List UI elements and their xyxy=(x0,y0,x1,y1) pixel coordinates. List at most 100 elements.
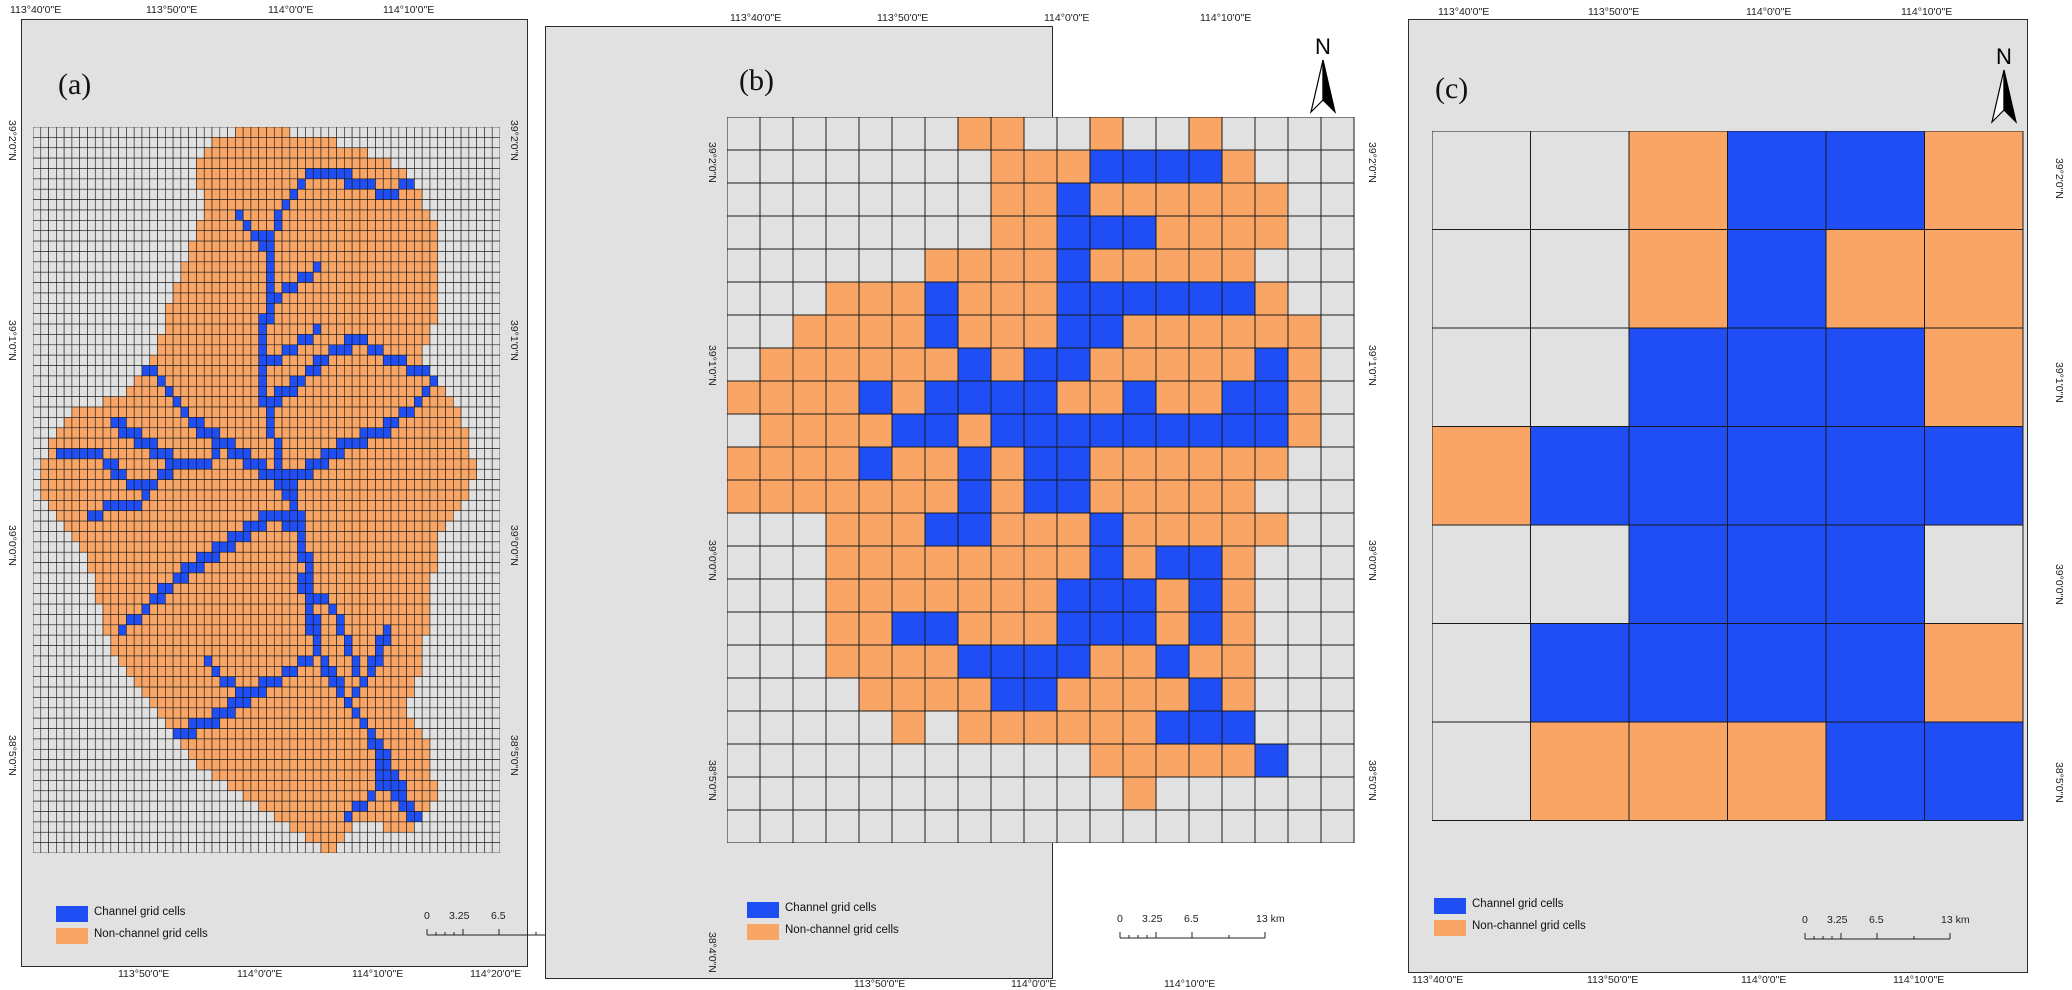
empty-cell xyxy=(452,354,462,366)
nonchannel-cell xyxy=(48,468,57,480)
nonchannel-cell xyxy=(118,562,127,574)
nonchannel-cell xyxy=(196,303,205,314)
empty-cell xyxy=(476,230,485,242)
nonchannel-cell xyxy=(367,282,376,294)
empty-cell xyxy=(40,147,49,159)
empty-cell xyxy=(429,676,439,688)
nonchannel-cell xyxy=(414,800,423,812)
empty-cell xyxy=(87,375,96,387)
empty-cell xyxy=(40,831,49,843)
nonchannel-cell xyxy=(375,717,384,729)
empty-cell xyxy=(40,728,49,740)
nonchannel-cell xyxy=(110,396,119,408)
empty-cell xyxy=(445,261,454,273)
nonchannel-cell xyxy=(203,334,213,346)
channel-cell xyxy=(203,551,213,563)
empty-cell xyxy=(468,334,477,346)
nonchannel-cell xyxy=(312,551,322,563)
nonchannel-cell xyxy=(227,303,236,314)
empty-cell xyxy=(452,520,462,532)
nonchannel-cell xyxy=(258,127,267,138)
empty-cell xyxy=(141,769,151,781)
nonchannel-cell xyxy=(351,614,361,626)
empty-cell xyxy=(165,261,174,273)
nonchannel-cell xyxy=(468,458,477,470)
nonchannel-cell xyxy=(390,666,400,677)
nonchannel-cell xyxy=(328,334,337,346)
nonchannel-cell xyxy=(56,427,65,439)
nonchannel-cell xyxy=(312,157,322,169)
nonchannel-cell xyxy=(406,199,415,211)
empty-cell xyxy=(437,645,446,657)
nonchannel-cell xyxy=(312,220,322,232)
nonchannel-cell xyxy=(149,385,158,397)
nonchannel-cell xyxy=(990,314,1025,349)
nonchannel-cell xyxy=(359,354,368,366)
empty-cell xyxy=(468,593,477,605)
nonchannel-cell xyxy=(196,759,205,771)
nonchannel-cell xyxy=(242,738,252,750)
nonchannel-cell xyxy=(141,541,151,553)
empty-cell xyxy=(491,313,500,325)
channel-cell xyxy=(1188,281,1223,316)
nonchannel-cell xyxy=(759,347,794,382)
nonchannel-cell xyxy=(990,611,1025,646)
empty-cell xyxy=(437,842,446,853)
nonchannel-cell xyxy=(180,583,189,595)
empty-cell xyxy=(126,292,135,304)
nonchannel-cell xyxy=(375,417,384,429)
empty-cell xyxy=(759,611,794,646)
empty-cell xyxy=(165,800,174,812)
nonchannel-cell xyxy=(336,790,345,802)
empty-cell xyxy=(33,614,42,626)
empty-cell xyxy=(421,842,431,853)
nonchannel-cell xyxy=(1924,131,2024,230)
empty-cell xyxy=(759,182,794,217)
nonchannel-cell xyxy=(126,624,135,636)
empty-cell xyxy=(491,489,500,501)
nonchannel-cell xyxy=(344,375,353,387)
nonchannel-cell xyxy=(312,603,322,615)
nonchannel-cell xyxy=(398,220,407,232)
channel-cell xyxy=(273,385,283,397)
nonchannel-cell xyxy=(126,572,135,584)
nonchannel-cell xyxy=(320,800,330,812)
empty-cell xyxy=(40,645,49,657)
channel-cell xyxy=(126,479,135,491)
nonchannel-cell xyxy=(305,697,314,709)
empty-cell xyxy=(79,220,88,232)
empty-cell xyxy=(63,240,73,252)
empty-cell xyxy=(165,199,174,211)
nonchannel-cell xyxy=(172,541,182,553)
nonchannel-cell xyxy=(825,281,860,316)
nonchannel-cell xyxy=(305,209,314,221)
nonchannel-cell xyxy=(312,178,322,190)
nonchannel-cell xyxy=(1122,479,1157,514)
nonchannel-cell xyxy=(235,220,244,232)
empty-cell xyxy=(94,396,104,408)
nonchannel-cell xyxy=(990,347,1025,382)
nonchannel-cell xyxy=(1023,281,1058,316)
empty-cell xyxy=(468,676,477,688)
nonchannel-cell xyxy=(297,385,306,397)
nonchannel-cell xyxy=(445,437,454,449)
nonchannel-cell xyxy=(126,489,135,501)
nonchannel-cell xyxy=(227,614,236,626)
nonchannel-cell xyxy=(320,748,330,760)
nonchannel-cell xyxy=(382,199,392,211)
nonchannel-cell xyxy=(414,759,423,771)
empty-cell xyxy=(157,728,166,740)
empty-cell xyxy=(33,458,42,470)
nonchannel-cell xyxy=(227,334,236,346)
empty-cell xyxy=(476,707,485,719)
empty-cell xyxy=(445,562,454,574)
nonchannel-cell xyxy=(375,572,384,584)
nonchannel-cell xyxy=(792,413,827,448)
channel-cell xyxy=(297,583,306,595)
channel-cell xyxy=(165,458,174,470)
nonchannel-cell xyxy=(118,458,127,470)
nonchannel-cell xyxy=(258,800,267,812)
empty-cell xyxy=(56,562,65,574)
nonchannel-cell xyxy=(375,603,384,615)
nonchannel-cell xyxy=(1155,446,1190,481)
